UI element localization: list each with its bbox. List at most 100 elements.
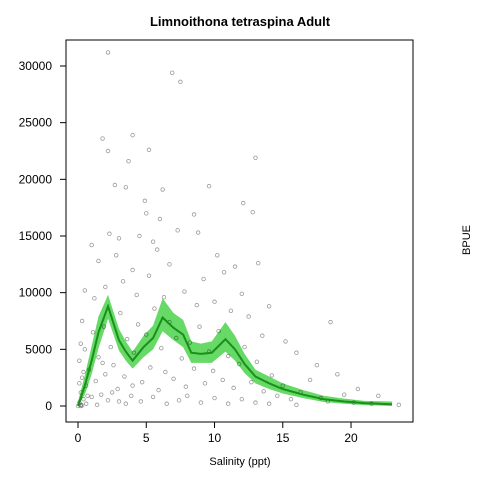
x-tick-label: 5 — [143, 431, 150, 445]
point — [105, 398, 111, 403]
point — [210, 368, 216, 374]
point — [79, 403, 85, 408]
point — [96, 258, 101, 264]
point — [256, 260, 261, 266]
point — [280, 383, 285, 388]
point — [109, 390, 115, 395]
point — [130, 383, 135, 388]
point — [174, 335, 179, 341]
point — [89, 242, 94, 248]
point — [194, 302, 199, 308]
point — [161, 294, 167, 300]
chart-title: Limnoithona tetraspina Adult — [150, 14, 331, 29]
point — [81, 396, 86, 402]
point — [107, 231, 112, 236]
point — [269, 373, 275, 378]
point — [212, 395, 217, 401]
point — [314, 362, 320, 368]
point — [130, 267, 135, 273]
point — [225, 401, 231, 406]
point — [288, 396, 294, 402]
point — [100, 360, 105, 366]
y-tick-label: 15000 — [19, 229, 53, 243]
point — [170, 70, 175, 75]
point — [198, 400, 204, 405]
point — [253, 155, 258, 160]
x-tick-label: 20 — [344, 431, 358, 445]
x-tick-label: 15 — [276, 431, 290, 445]
point — [253, 400, 258, 405]
point — [261, 389, 266, 394]
point — [120, 279, 126, 284]
y-axis-label: BPUE — [461, 225, 473, 255]
point — [94, 402, 100, 408]
point — [376, 393, 381, 398]
point — [160, 187, 165, 192]
point — [335, 372, 340, 377]
point — [156, 387, 161, 393]
point — [220, 377, 225, 383]
point — [150, 239, 156, 244]
point — [144, 332, 149, 337]
point — [328, 319, 333, 325]
point — [123, 185, 128, 190]
point — [242, 344, 247, 350]
point — [114, 253, 119, 258]
point — [396, 402, 402, 408]
point — [307, 377, 313, 383]
point — [171, 376, 176, 381]
point — [138, 399, 144, 404]
point — [191, 212, 197, 217]
fit-line — [77, 303, 393, 407]
point — [105, 50, 111, 55]
point — [139, 379, 145, 385]
point — [105, 148, 111, 154]
point — [144, 211, 149, 216]
point — [96, 355, 101, 360]
point — [103, 284, 108, 290]
point — [266, 304, 272, 309]
point — [150, 394, 156, 400]
point — [163, 369, 168, 375]
point — [93, 378, 98, 384]
point — [111, 362, 116, 368]
point — [342, 392, 347, 397]
point — [92, 296, 97, 301]
point — [246, 314, 251, 319]
point — [89, 394, 94, 400]
point — [108, 344, 113, 350]
point — [79, 375, 85, 380]
point — [85, 393, 90, 398]
point — [231, 385, 236, 391]
point — [78, 341, 83, 346]
y-tick-label: 20000 — [19, 172, 53, 186]
point — [167, 262, 172, 267]
point — [90, 330, 96, 335]
x-tick-label: 10 — [208, 431, 222, 445]
point — [142, 198, 148, 204]
y-tick-label: 25000 — [19, 116, 53, 130]
point — [206, 183, 212, 189]
point — [232, 264, 238, 269]
point — [84, 401, 89, 406]
point — [195, 230, 201, 235]
point — [148, 365, 153, 370]
point — [201, 276, 206, 282]
point — [124, 336, 130, 342]
point — [77, 358, 82, 363]
point — [77, 381, 82, 386]
y-tick-label: 5000 — [25, 342, 52, 356]
point — [130, 132, 135, 138]
point — [355, 386, 361, 392]
point — [146, 147, 152, 153]
point — [129, 393, 134, 398]
point — [179, 356, 184, 361]
point — [175, 228, 180, 233]
point — [178, 79, 183, 85]
y-tick-label: 30000 — [19, 59, 53, 73]
point — [212, 299, 217, 304]
point — [183, 384, 189, 389]
y-tick-label: 0 — [45, 399, 52, 413]
